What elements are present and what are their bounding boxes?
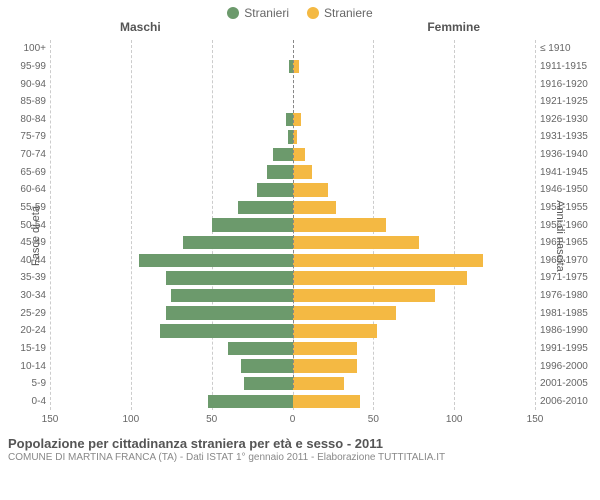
year-label: 1946-1950: [540, 184, 600, 195]
age-label: 60-64: [0, 184, 46, 195]
year-label: 1996-2000: [540, 361, 600, 372]
year-label: 2006-2010: [540, 396, 600, 407]
gridline: [535, 40, 536, 410]
bar-male: [228, 342, 293, 355]
bar-female: [293, 289, 435, 302]
age-label: 15-19: [0, 343, 46, 354]
age-label: 85-89: [0, 96, 46, 107]
x-tick-label: 50: [368, 414, 379, 425]
legend-item-male: Stranieri: [227, 6, 289, 20]
legend-label-male: Stranieri: [244, 6, 289, 20]
age-label: 50-54: [0, 220, 46, 231]
column-title-male: Maschi: [120, 20, 161, 34]
year-label: 1981-1985: [540, 308, 600, 319]
bar-female: [293, 395, 361, 408]
bar-female: [293, 148, 306, 161]
year-label: 1926-1930: [540, 114, 600, 125]
year-label: 1971-1975: [540, 272, 600, 283]
year-label: 1976-1980: [540, 290, 600, 301]
bar-male: [160, 324, 293, 337]
chart-area: Fasce di età Anni di nascita 100+≤ 19109…: [0, 40, 600, 432]
bar-male: [241, 359, 293, 372]
year-label: 1936-1940: [540, 149, 600, 160]
chart-footer: Popolazione per cittadinanza straniera p…: [0, 432, 600, 463]
year-label: 1991-1995: [540, 343, 600, 354]
age-label: 75-79: [0, 131, 46, 142]
bar-male: [166, 271, 292, 284]
year-label: 1956-1960: [540, 220, 600, 231]
age-label: 55-59: [0, 202, 46, 213]
bar-male: [244, 377, 293, 390]
legend-item-female: Straniere: [307, 6, 373, 20]
age-label: 10-14: [0, 361, 46, 372]
bar-male: [183, 236, 293, 249]
bar-male: [212, 218, 293, 231]
year-label: 1986-1990: [540, 325, 600, 336]
year-label: 1941-1945: [540, 167, 600, 178]
bar-male: [171, 289, 292, 302]
center-axis-line: [293, 40, 294, 388]
chart-container: Stranieri Straniere Maschi Femmine Fasce…: [0, 0, 600, 500]
bar-male: [139, 254, 293, 267]
bar-male: [208, 395, 292, 408]
year-label: 1961-1965: [540, 237, 600, 248]
bar-female: [293, 324, 377, 337]
bar-female: [293, 271, 468, 284]
legend-swatch-male: [227, 7, 239, 19]
bar-male: [273, 148, 292, 161]
x-tick-label: 0: [290, 414, 296, 425]
year-label: 1916-1920: [540, 79, 600, 90]
age-label: 0-4: [0, 396, 46, 407]
bar-female: [293, 306, 396, 319]
year-label: 1931-1935: [540, 131, 600, 142]
x-tick-label: 100: [446, 414, 463, 425]
bar-male: [238, 201, 293, 214]
column-titles: Maschi Femmine: [0, 20, 600, 38]
legend-label-female: Straniere: [324, 6, 373, 20]
pyramid-row: 0-42006-2010: [50, 393, 535, 411]
bar-female: [293, 201, 337, 214]
year-label: 1921-1925: [540, 96, 600, 107]
bar-female: [293, 377, 345, 390]
bar-female: [293, 113, 301, 126]
age-label: 100+: [0, 43, 46, 54]
age-label: 40-44: [0, 255, 46, 266]
bar-female: [293, 342, 358, 355]
bar-female: [293, 183, 329, 196]
footer-subtitle: COMUNE DI MARTINA FRANCA (TA) - Dati IST…: [8, 452, 592, 463]
x-tick-label: 150: [42, 414, 59, 425]
footer-title: Popolazione per cittadinanza straniera p…: [8, 436, 592, 451]
year-label: 1951-1955: [540, 202, 600, 213]
age-label: 45-49: [0, 237, 46, 248]
x-tick-label: 100: [122, 414, 139, 425]
age-label: 5-9: [0, 378, 46, 389]
age-label: 80-84: [0, 114, 46, 125]
age-label: 25-29: [0, 308, 46, 319]
bar-female: [293, 359, 358, 372]
bar-female: [293, 218, 387, 231]
legend: Stranieri Straniere: [0, 0, 600, 20]
bar-male: [166, 306, 292, 319]
age-label: 20-24: [0, 325, 46, 336]
age-label: 70-74: [0, 149, 46, 160]
x-tick-label: 50: [206, 414, 217, 425]
year-label: ≤ 1910: [540, 43, 600, 54]
year-label: 2001-2005: [540, 378, 600, 389]
bar-male: [257, 183, 293, 196]
age-label: 65-69: [0, 167, 46, 178]
bar-female: [293, 236, 419, 249]
bar-male: [267, 165, 293, 178]
x-axis: 15010050050100150: [50, 414, 535, 430]
age-label: 95-99: [0, 61, 46, 72]
year-label: 1911-1915: [540, 61, 600, 72]
age-label: 35-39: [0, 272, 46, 283]
age-label: 90-94: [0, 79, 46, 90]
column-title-female: Femmine: [427, 20, 480, 34]
age-label: 30-34: [0, 290, 46, 301]
legend-swatch-female: [307, 7, 319, 19]
year-label: 1966-1970: [540, 255, 600, 266]
bar-female: [293, 165, 312, 178]
x-tick-label: 150: [527, 414, 544, 425]
bar-female: [293, 254, 484, 267]
